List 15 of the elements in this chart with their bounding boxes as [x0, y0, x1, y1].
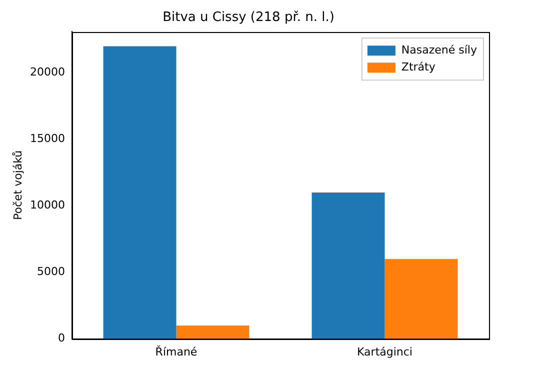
bar	[103, 46, 176, 339]
x-tick-label: Kartáginci	[357, 345, 412, 358]
bar	[312, 192, 385, 339]
y-tick-label: 10000	[30, 198, 65, 212]
y-tick-label: 0	[58, 332, 65, 345]
y-tick-label: 5000	[37, 265, 65, 278]
legend-label: Nasazené síly	[401, 43, 478, 56]
y-axis-title: Počet vojáků	[11, 150, 24, 220]
bar	[176, 326, 250, 339]
chart-title: Bitva u Cissy (218 př. n. l.)	[162, 10, 334, 26]
y-tick-label: 15000	[30, 132, 65, 146]
x-tick-label: Římané	[155, 344, 198, 358]
legend-label: Ztráty	[401, 60, 436, 74]
y-tick-label: 20000	[30, 66, 65, 79]
bar	[384, 259, 458, 339]
